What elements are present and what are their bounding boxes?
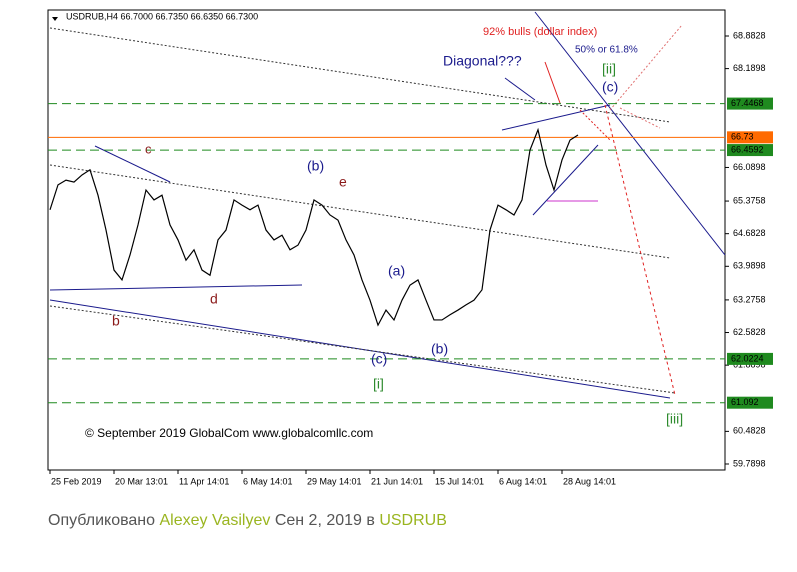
- level-label: 62.0224: [731, 353, 764, 363]
- footer: Опубликовано Alexey Vasilyev Сен 2, 2019…: [48, 512, 447, 530]
- y-tick-label: 64.6828: [733, 228, 766, 238]
- level-box: [727, 144, 773, 157]
- x-tick-label: 15 Jul 14:01: [435, 476, 484, 486]
- annotation: d: [210, 291, 218, 307]
- level-box: [727, 97, 773, 110]
- annotation: © September 2019 GlobalCom www.globalcom…: [85, 426, 373, 440]
- y-tick-label: 68.8828: [733, 30, 766, 40]
- symbol-link[interactable]: USDRUB: [379, 512, 447, 529]
- x-tick-label: 11 Apr 14:01: [179, 476, 229, 486]
- annotation: (b): [431, 341, 448, 357]
- y-tick-label: 63.9898: [733, 261, 766, 271]
- annotation: 92% bulls (dollar index): [483, 26, 597, 38]
- annotation: b: [112, 313, 120, 329]
- x-tick-label: 25 Feb 2019: [51, 476, 102, 486]
- annotation: (a): [388, 263, 405, 279]
- x-tick-label: 29 May 14:01: [307, 476, 362, 486]
- level-label: 67.4468: [731, 98, 764, 108]
- x-tick-label: 20 Mar 13:01: [115, 476, 168, 486]
- y-tick-label: 60.4828: [733, 426, 766, 436]
- annotation: [i]: [373, 376, 384, 392]
- price-line: [49, 127, 579, 327]
- footer-date: Сен 2, 2019 в: [274, 512, 375, 529]
- chart-title: USDRUB,H4 66.7000 66.7350 66.6350 66.730…: [66, 11, 258, 21]
- x-tick-label: 28 Aug 14:01: [563, 476, 616, 486]
- annotation: [iii]: [666, 411, 683, 427]
- x-tick-label: 21 Jun 14:01: [371, 476, 423, 486]
- x-tick-label: 6 Aug 14:01: [499, 476, 547, 486]
- annotation: 50% or 61.8%: [575, 45, 638, 56]
- level-box: [727, 131, 773, 144]
- plot-frame: [47, 9, 726, 471]
- annotation: [ii]: [602, 61, 616, 77]
- level-box: [727, 396, 773, 409]
- level-box: [727, 352, 773, 365]
- annotation: e: [339, 174, 347, 190]
- y-tick-label: 68.1898: [733, 63, 766, 73]
- trendlines: [49, 11, 726, 399]
- y-tick-label: 63.2758: [733, 294, 766, 304]
- y-tick-label: 59.7898: [733, 458, 766, 468]
- y-tick-label: 65.3758: [733, 195, 766, 205]
- annotation: (c): [602, 79, 618, 95]
- level-label: 66.73: [731, 132, 754, 142]
- chart: USDRUB,H4 66.7000 66.7350 66.6350 66.730…: [47, 9, 773, 486]
- author-link[interactable]: Alexey Vasilyev: [159, 512, 271, 529]
- annotation: (c): [371, 351, 387, 367]
- y-tick-label: 66.0898: [733, 162, 766, 172]
- footer-prefix: Опубликовано: [48, 512, 156, 529]
- y-tick-label: 62.5828: [733, 327, 766, 337]
- title-icon: [52, 17, 58, 21]
- annotation: (b): [307, 158, 324, 174]
- level-label: 61.092: [731, 397, 759, 407]
- annotation: Diagonal???: [443, 53, 522, 69]
- annotation: c: [145, 141, 152, 156]
- x-tick-label: 6 May 14:01: [243, 476, 293, 486]
- level-label: 66.4592: [731, 144, 764, 154]
